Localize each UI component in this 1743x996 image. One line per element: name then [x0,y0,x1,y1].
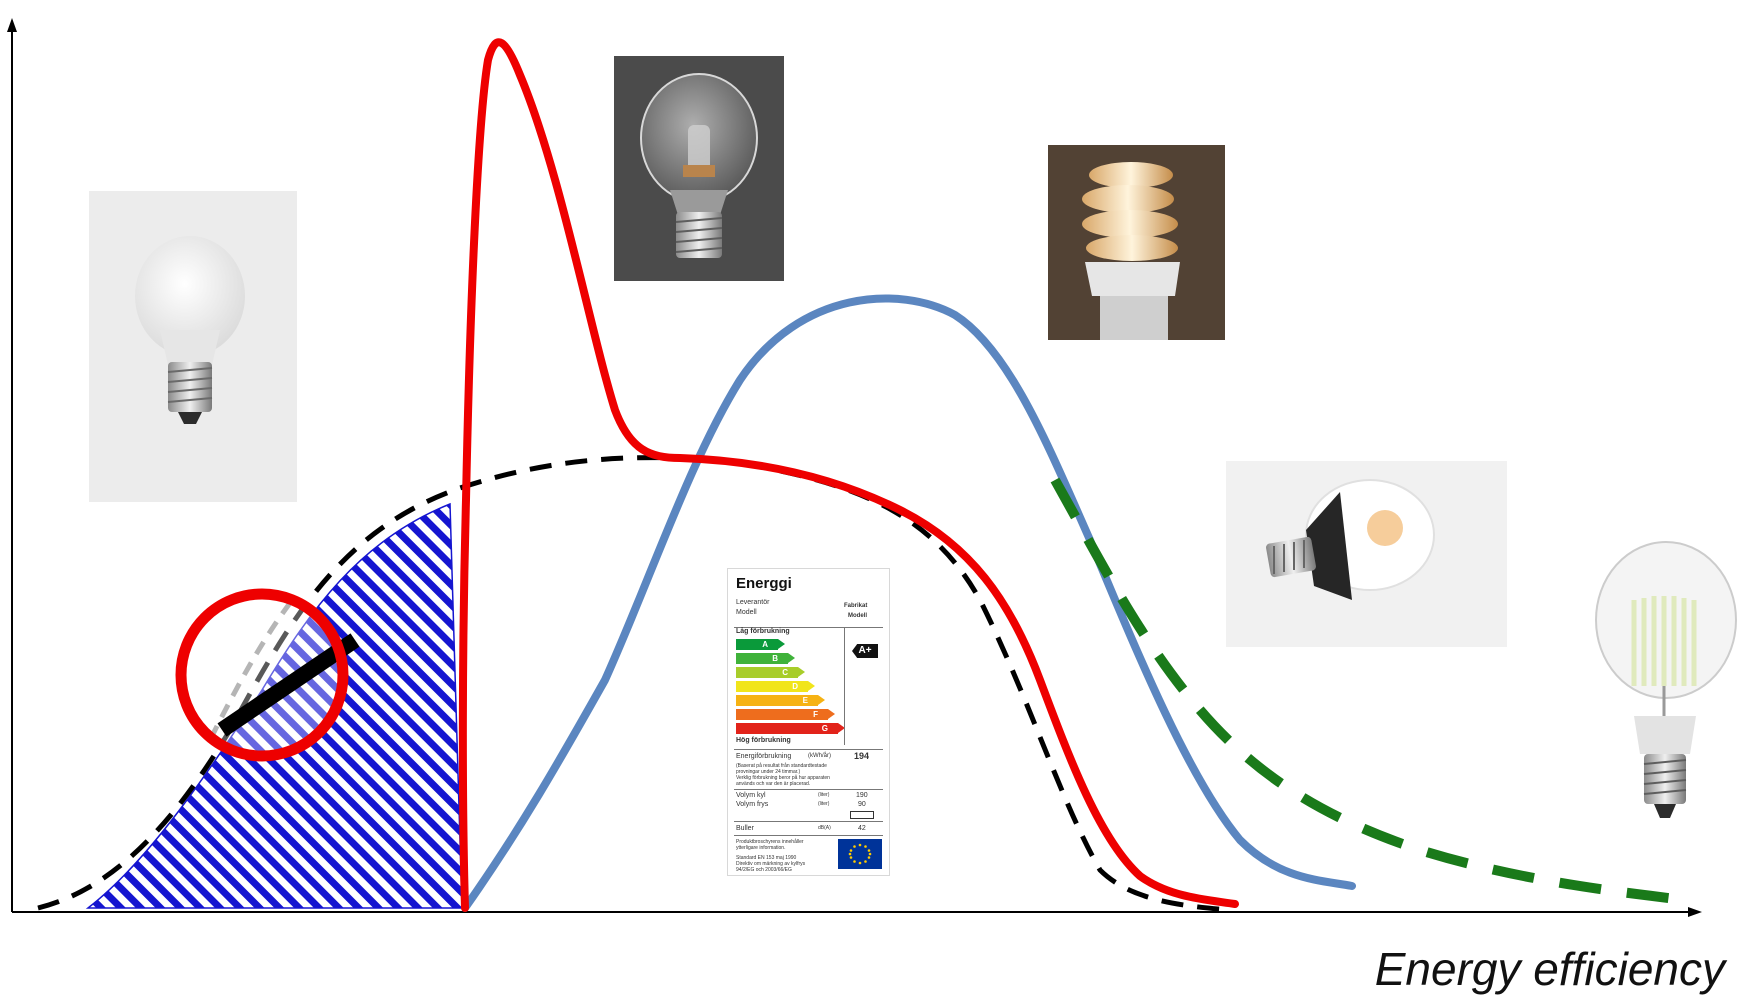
eu-flag-icon [838,839,882,869]
prohibition-icon [175,588,360,762]
x-axis-arrowhead [1688,907,1702,917]
label-note-2: provningar under 24 timmar.) [736,769,801,775]
label-foot-3: Standard EN 153 maj 1990 [736,855,797,861]
label-noise-unit: dB(A) [818,825,831,831]
label-energy-value: 194 [854,751,870,761]
label-fridge-volume: Volym kyl [736,792,766,799]
class-bar-a: A [736,639,785,650]
led-bulb-icon [1226,461,1507,647]
freezer-stars-icon [850,811,874,819]
label-energy-consumption: Energiförbrukning [736,753,792,760]
label-low-consumption: Låg förbrukning [736,628,790,635]
label-note-1: (Baserat på resultat från standardtestad… [736,763,827,769]
halogen-bulb-icon [614,56,784,281]
label-noise: Buller [736,825,754,832]
label-supplier: Leverantör [736,599,770,606]
energy-label-title: Energgi [736,575,792,592]
label-freezer-value: 90 [858,801,866,808]
class-bar-b: B [736,653,795,664]
label-brand: Fabrikat [844,603,868,609]
label-noise-value: 42 [858,825,866,832]
axes [7,18,1702,917]
led-curve [1050,477,1686,905]
class-bar-e: E [736,695,825,706]
label-note-3: Verklig förbrukning beror på hur apparat… [736,775,830,781]
label-brand-model: Modell [848,613,867,619]
label-foot-4: Direktiv om märkning av kylfrys [736,861,806,867]
class-bar-g: G [736,723,845,734]
label-fridge-unit: (liter) [818,792,830,798]
compact-fluorescent-bulb-icon [1048,145,1225,340]
label-foot-5: 94/2/EG och 2003/66/EG [736,867,792,873]
label-high-consumption: Hög förbrukning [736,737,791,744]
frosted-incandescent-bulb-icon [89,191,297,502]
y-axis-arrowhead [7,18,17,32]
label-fridge-value: 190 [856,792,868,799]
class-bar-d: D [736,681,815,692]
banned-area [85,502,463,909]
rating-badge: A+ [852,644,878,658]
x-axis-label: Energy efficiency [1374,943,1725,995]
label-energy-unit: (kWh/år) [808,753,831,759]
class-bar-c: C [736,667,805,678]
class-bar-f: F [736,709,835,720]
label-model: Modell [736,609,757,616]
label-note-4: används och var den är placerad. [736,781,811,787]
energy-label: Energgi Leverantör Modell Fabrikat Model… [727,568,890,876]
incandescent-halogen-curve [458,38,1239,912]
label-foot-1: Produktbroschyrens innehåller [736,839,804,845]
label-foot-2: ytterligare information. [736,845,786,851]
label-freezer-unit: (liter) [818,801,830,807]
led-filament-bulb-icon [1595,541,1737,818]
fluorescent-curve [461,294,1356,912]
label-freezer-volume: Volym frys [736,801,769,808]
